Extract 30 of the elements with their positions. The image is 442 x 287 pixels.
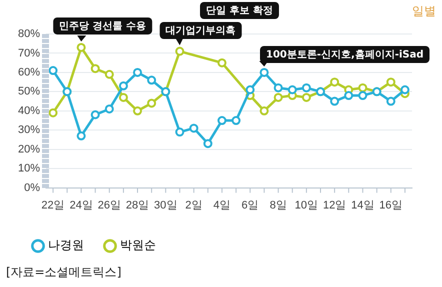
x-tick-label: 28일 bbox=[126, 199, 150, 212]
x-tick-label: 12일 bbox=[322, 199, 346, 212]
y-tick-label: 70% bbox=[18, 47, 40, 60]
x-tick-label: 4일 bbox=[213, 199, 231, 212]
y-tick-label: 30% bbox=[18, 124, 40, 136]
x-tick-label: 2일 bbox=[185, 199, 202, 212]
x-tick-label: 6일 bbox=[242, 199, 259, 212]
x-tick-label: 26일 bbox=[98, 199, 121, 212]
text: [자료=소셜메트릭스] bbox=[6, 264, 122, 281]
x-tick-label: 14일 bbox=[351, 199, 374, 212]
x-tick-label: 8일 bbox=[270, 199, 287, 212]
y-tick-label: 10% bbox=[18, 162, 40, 175]
annotation: 100분토론-신지호,홈페이지-iSad bbox=[266, 50, 424, 61]
annotation: 대기업기부의혹 bbox=[166, 26, 236, 37]
legend-label: 나경원 bbox=[48, 238, 84, 252]
y-tick-label: 20% bbox=[18, 143, 40, 156]
text: 일별 bbox=[412, 4, 436, 18]
y-tick-label: 0% bbox=[24, 182, 40, 194]
x-tick-label: 22일 bbox=[41, 199, 65, 212]
x-tick-label: 24일 bbox=[70, 199, 93, 212]
annotation: 민주당 경선룰 수용 bbox=[59, 21, 146, 32]
x-tick-label: 10일 bbox=[294, 199, 318, 212]
y-tick-label: 80% bbox=[18, 28, 40, 40]
legend-label: 박원순 bbox=[120, 238, 156, 252]
x-tick-label: 30일 bbox=[154, 199, 178, 212]
y-tick-label: 40% bbox=[18, 104, 40, 117]
y-tick-label: 50% bbox=[18, 86, 40, 98]
y-tick-label: 60% bbox=[18, 66, 40, 78]
x-tick-label: 16일 bbox=[379, 199, 403, 212]
text: 단일 후보 확정 bbox=[206, 6, 273, 17]
